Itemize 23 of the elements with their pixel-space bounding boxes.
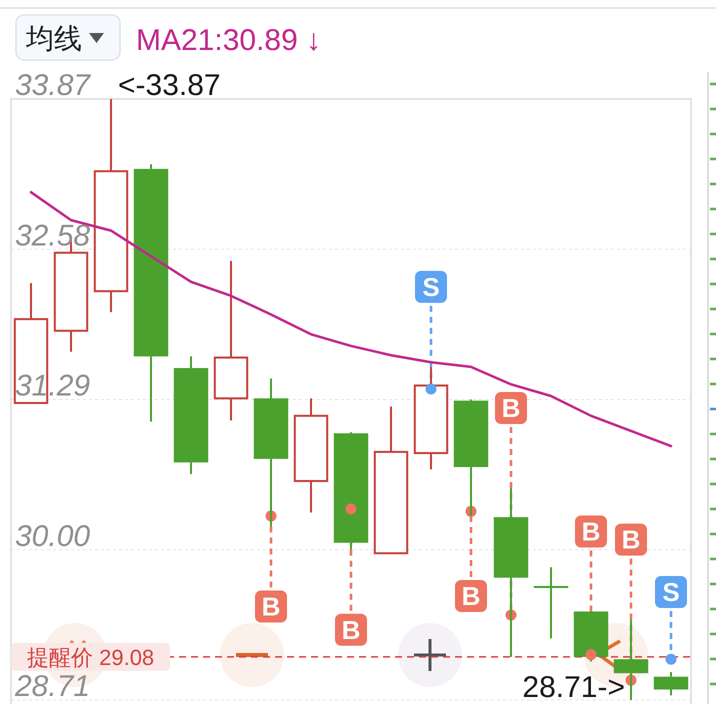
signal-label: B [575,515,607,548]
signal-label: S [655,576,687,608]
data-label: B [342,614,360,645]
y-tick-label: 30.00 [15,520,90,553]
y-tick-label: 33.87 [15,69,90,102]
y-tick-label: 32.58 [15,219,90,252]
data-label: S [662,577,680,608]
data-label: B [622,524,640,555]
annotation: 28.71-> [522,671,625,704]
data-label: B [582,516,600,546]
signal-label: S [415,270,447,303]
data-label: B [262,591,280,622]
signal-label: B [455,580,487,612]
annotation: <-33.87 [118,69,221,102]
legend-title: 均线 [26,23,82,54]
legend-entry: MA21:30.89 ↓ [136,24,322,57]
signal-label: B [255,590,287,622]
signal-label: B [335,614,367,646]
signal-label: B [495,392,527,424]
signal-label: B [615,524,647,556]
data-label: B [462,580,480,611]
data-label: S [422,272,440,302]
data-label: B [502,393,520,424]
